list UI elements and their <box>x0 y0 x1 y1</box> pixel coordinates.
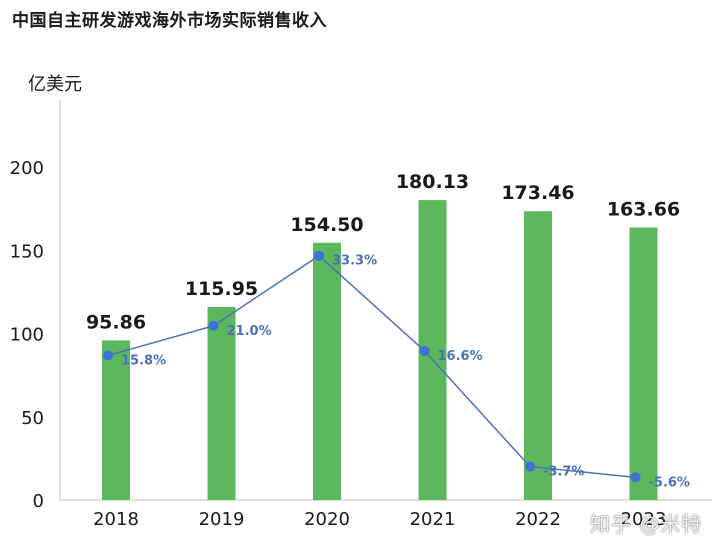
growth-rate-label: 15.8% <box>121 353 166 368</box>
x-tick-label: 2022 <box>515 509 561 530</box>
x-axis-ticks: 2018 2019 2020 2021 2022 2023 <box>93 509 666 530</box>
bar-value-label: 180.13 <box>396 171 469 193</box>
y-axis-ticks: 0 50 100 150 200 <box>10 158 44 512</box>
growth-rate-label: -3.7% <box>543 465 584 480</box>
bar <box>524 211 552 501</box>
bar-value-label: 163.66 <box>607 199 680 221</box>
watermark: 知乎 @米特 <box>590 512 703 536</box>
y-tick-label: 0 <box>33 491 44 512</box>
x-tick-label: 2023 <box>621 509 667 530</box>
y-tick-label: 150 <box>10 241 44 262</box>
growth-rate-label: 21.0% <box>227 324 272 339</box>
growth-rate-point <box>208 320 219 331</box>
y-axis-unit-label: 亿美元 <box>28 74 82 95</box>
y-tick-label: 200 <box>10 158 44 179</box>
x-tick-label: 2021 <box>410 509 456 530</box>
growth-rate-point <box>103 350 113 361</box>
x-tick-label: 2020 <box>304 509 350 530</box>
growth-rate-label: 33.3% <box>332 254 377 269</box>
chart-title: 中国自主研发游戏海外市场实际销售收入 <box>12 11 327 31</box>
growth-rate-points <box>103 250 641 483</box>
y-tick-label: 50 <box>21 408 44 429</box>
bar-value-labels: 95.86 115.95 154.50 180.13 173.46 163.66 <box>86 171 680 333</box>
x-tick-label: 2019 <box>199 509 245 530</box>
growth-rate-labels: 15.8% 21.0% 33.3% 16.6% -3.7% -5.6% <box>121 254 690 491</box>
bar-value-label: 173.46 <box>501 182 574 204</box>
y-tick-label: 100 <box>10 325 44 346</box>
bar <box>102 340 130 500</box>
growth-rate-label: -5.6% <box>649 475 690 490</box>
bar <box>629 227 658 500</box>
growth-rate-point <box>314 250 324 261</box>
bar <box>313 242 341 500</box>
growth-rate-line <box>107 254 636 479</box>
bar-value-label: 154.50 <box>290 214 363 236</box>
growth-rate-point <box>419 345 430 356</box>
growth-rate-point <box>525 461 535 472</box>
bar-value-label: 115.95 <box>185 278 258 300</box>
bar-value-label: 95.86 <box>86 311 146 333</box>
growth-rate-label: 16.6% <box>438 349 483 364</box>
growth-rate-point <box>630 472 641 483</box>
bar-series <box>102 200 658 501</box>
bar <box>207 306 236 500</box>
x-tick-label: 2018 <box>93 509 139 530</box>
